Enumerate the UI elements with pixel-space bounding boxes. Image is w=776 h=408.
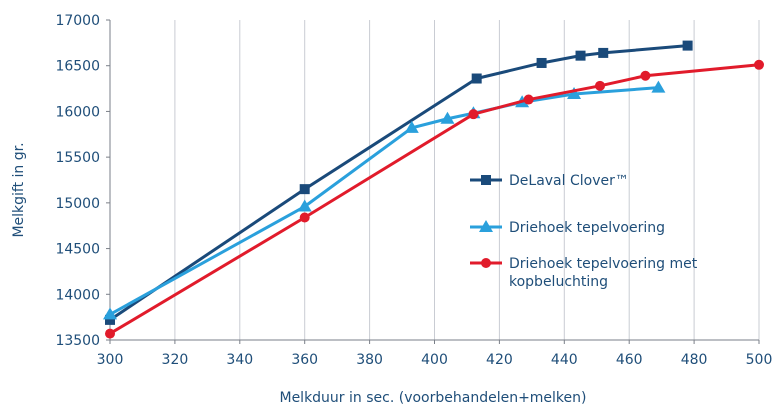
data-point (640, 70, 651, 81)
axes (106, 19, 760, 344)
data-point (297, 199, 312, 212)
y-tick-label: 16500 (55, 59, 100, 75)
legend-item-1: DeLaval Clover™ (470, 173, 629, 189)
series-1 (105, 40, 693, 325)
x-tick-label: 320 (162, 352, 189, 368)
x-tick-label: 500 (746, 352, 773, 368)
data-point (105, 314, 115, 325)
legend-item-2: Driehoek tepelvoering (470, 220, 665, 236)
legend-label: kopbeluchting (509, 274, 608, 290)
x-tick-label: 420 (486, 352, 513, 368)
y-tick-label: 17000 (55, 13, 100, 29)
legend-swatch-marker (481, 175, 491, 185)
legend-label: Driehoek tepelvoering (509, 220, 665, 236)
data-point (440, 111, 455, 124)
legend-label: Driehoek tepelvoering met (509, 256, 698, 272)
y-tick-label: 15500 (55, 150, 100, 166)
x-tick-label: 300 (97, 352, 124, 368)
x-axis-title: Melkduur in sec. (voorbehandelen+melken) (279, 390, 586, 406)
series-3 (105, 59, 764, 339)
data-point (536, 57, 547, 68)
y-tick-label: 14500 (55, 242, 100, 258)
y-tick-label: 16000 (55, 104, 100, 120)
data-point (651, 80, 666, 93)
x-tick-label: 380 (356, 352, 383, 368)
grid-lines (109, 20, 760, 340)
series-lines (103, 40, 764, 339)
legend-swatch-marker (481, 258, 491, 268)
data-point (567, 87, 582, 100)
x-tick-label: 340 (226, 352, 253, 368)
x-tick-label: 360 (291, 352, 318, 368)
data-point (598, 47, 609, 58)
y-axis-title: Melkgift in gr. (11, 142, 27, 237)
data-point (594, 80, 605, 91)
data-point (468, 109, 479, 120)
series-line (109, 86, 659, 316)
data-point (299, 184, 310, 195)
data-point (471, 73, 482, 84)
data-point (105, 328, 115, 339)
data-point (523, 94, 534, 105)
y-tick-label: 15000 (55, 196, 100, 212)
legend-label: DeLaval Clover™ (509, 173, 629, 189)
legend-swatch-marker (479, 220, 493, 232)
data-point (754, 59, 764, 70)
x-tick-label: 440 (551, 352, 578, 368)
x-tick-label: 460 (616, 352, 643, 368)
legend-item-3: Driehoek tepelvoering met kopbeluchting (470, 256, 698, 290)
data-point (103, 307, 117, 320)
data-point (575, 50, 586, 61)
data-point (299, 212, 310, 223)
data-point (682, 40, 693, 51)
y-tick-label: 14000 (55, 287, 100, 303)
x-tick-label: 480 (681, 352, 708, 368)
x-tick-label: 400 (421, 352, 448, 368)
legend: DeLaval Clover™ Driehoek tepelvoering Drie… (470, 173, 698, 290)
y-tick-label: 13500 (55, 333, 100, 349)
data-point (404, 120, 419, 133)
x-tick-labels: 300 320 340 360 380 400 420 440 460 480 500 (97, 352, 773, 368)
y-tick-labels: 13500 14000 14500 15000 15500 16000 16500 17000 (55, 13, 100, 349)
